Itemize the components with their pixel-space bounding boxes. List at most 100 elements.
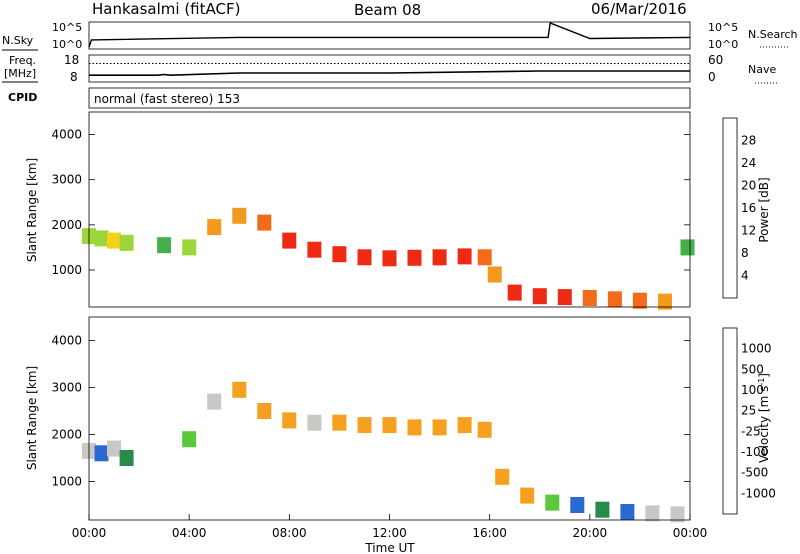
power-cell: [182, 239, 197, 256]
velocity-colorbar-label-end: ]: [757, 373, 771, 378]
power-cell: [232, 207, 247, 224]
velocity-colorbar-tick-500: 500: [741, 362, 764, 376]
velocity-cell: [545, 494, 560, 511]
velocity-cell: [382, 417, 397, 434]
velocity-cell: [94, 445, 109, 462]
power-cell: [477, 249, 492, 266]
freq-right-label: Nave: [748, 63, 776, 76]
power-cell: [119, 234, 134, 251]
freq-series-line: [89, 70, 690, 77]
sky-left-tick-top: 10^5: [52, 21, 82, 34]
sky-left-label: N.Sky: [2, 34, 34, 47]
power-colorbar-tick-12: 12: [741, 224, 756, 238]
station-title: Hankasalmi (fitACF): [92, 0, 240, 18]
power-cell: [432, 249, 447, 266]
velocity-cell: [495, 468, 510, 485]
x-axis-label: Time UT: [364, 541, 415, 554]
velocity-heatmap: [82, 381, 685, 523]
x-tick-6: 00:00: [673, 526, 708, 540]
power-cell: [407, 249, 422, 266]
sky-panel-frame: [88, 21, 691, 50]
velocity-ytick-4000: 4000: [51, 333, 82, 347]
power-colorbar-tick-4: 4: [741, 269, 749, 283]
power-colorbar-tick-8: 8: [741, 246, 749, 260]
freq-right-tick-bottom: 0: [708, 70, 716, 84]
velocity-cell: [477, 421, 492, 438]
power-cell: [257, 214, 272, 231]
velocity-cell: [432, 419, 447, 436]
sky-right-tick-bottom: 10^0: [708, 38, 738, 51]
velocity-cell: [119, 450, 134, 466]
power-cell: [282, 232, 297, 249]
x-tick-1: 04:00: [172, 526, 207, 540]
power-cell: [487, 266, 502, 283]
power-cell: [107, 232, 121, 249]
velocity-colorbar-tick--500: -500: [741, 466, 768, 480]
x-tick-5: 20:00: [573, 526, 608, 540]
freq-left-tick-bottom: 8: [70, 70, 78, 84]
power-cell: [207, 219, 222, 236]
velocity-cell: [570, 497, 585, 513]
power-cell: [382, 250, 397, 267]
velocity-colorbar-tick--1000: -1000: [741, 486, 776, 500]
velocity-colorbar-tick--25: -25: [741, 424, 761, 438]
power-cell: [507, 284, 522, 301]
velocity-ytick-3000: 3000: [51, 380, 82, 394]
power-cell: [632, 292, 647, 309]
velocity-cell: [232, 381, 247, 398]
velocity-colorbar-tick--100: -100: [741, 445, 768, 459]
power-cell: [457, 248, 472, 265]
velocity-ytick-2000: 2000: [51, 427, 82, 441]
power-cell: [607, 291, 622, 308]
velocity-colorbar-frame: [722, 327, 738, 515]
power-cell: [680, 239, 695, 256]
x-tick-4: 16:00: [472, 526, 507, 540]
freq-right-tick-top: 60: [708, 53, 723, 67]
velocity-cell: [282, 412, 297, 429]
velocity-cell: [670, 506, 685, 523]
freq-left-tick-top: 18: [64, 53, 79, 67]
power-cell: [307, 241, 322, 258]
velocity-colorbar-tick-100: 100: [741, 383, 764, 397]
velocity-cell: [457, 417, 472, 434]
freq-panel-frame: [88, 54, 691, 83]
freq-left-label-1: Freq.: [9, 54, 36, 67]
power-cell: [557, 289, 572, 306]
sky-left-tick-bottom: 10^0: [52, 38, 82, 51]
sky-series-line: [88, 22, 691, 48]
sky-right-tick-top: 10^5: [708, 21, 738, 34]
power-colorbar-tick-20: 20: [741, 179, 756, 193]
velocity-colorbar-tick-25: 25: [741, 404, 756, 418]
power-ytick-4000: 4000: [51, 128, 82, 142]
velocity-cell: [307, 414, 322, 431]
x-tick-0: 00:00: [72, 526, 107, 540]
power-colorbar-tick-16: 16: [741, 201, 756, 215]
velocity-cell: [645, 505, 660, 522]
velocity-cell: [620, 504, 635, 520]
power-ytick-2000: 2000: [51, 218, 82, 232]
x-tick-3: 12:00: [372, 526, 407, 540]
date-title: 06/Mar/2016: [591, 0, 687, 18]
power-ytick-3000: 3000: [51, 173, 82, 187]
velocity-ytick-1000: 1000: [51, 474, 82, 488]
velocity-cell: [207, 393, 222, 410]
power-ylabel: Slant Range [km]: [25, 158, 39, 262]
power-cell: [582, 290, 597, 306]
velocity-cell: [332, 414, 347, 431]
velocity-colorbar-tick-1000: 1000: [741, 342, 772, 356]
power-heatmap: [82, 207, 695, 310]
power-cell: [94, 230, 109, 247]
power-colorbar-frame: [722, 117, 738, 299]
velocity-cell: [357, 417, 372, 434]
power-colorbar-tick-24: 24: [741, 156, 756, 170]
cpid-label: CPID: [8, 91, 37, 104]
power-colorbar-tick-28: 28: [741, 134, 756, 148]
sky-right-label: N.Search: [748, 28, 798, 41]
velocity-colorbar-label-superscript: -1: [757, 378, 766, 386]
power-cell: [658, 293, 672, 310]
power-cell: [532, 288, 547, 305]
cpid-frame: [88, 87, 691, 109]
velocity-cell: [407, 419, 422, 436]
velocity-cell: [107, 440, 121, 457]
